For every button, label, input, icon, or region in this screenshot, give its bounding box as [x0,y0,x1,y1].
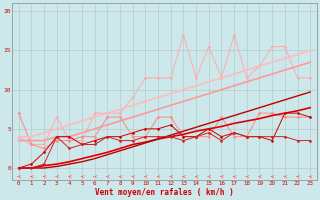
X-axis label: Vent moyen/en rafales ( km/h ): Vent moyen/en rafales ( km/h ) [95,188,234,197]
